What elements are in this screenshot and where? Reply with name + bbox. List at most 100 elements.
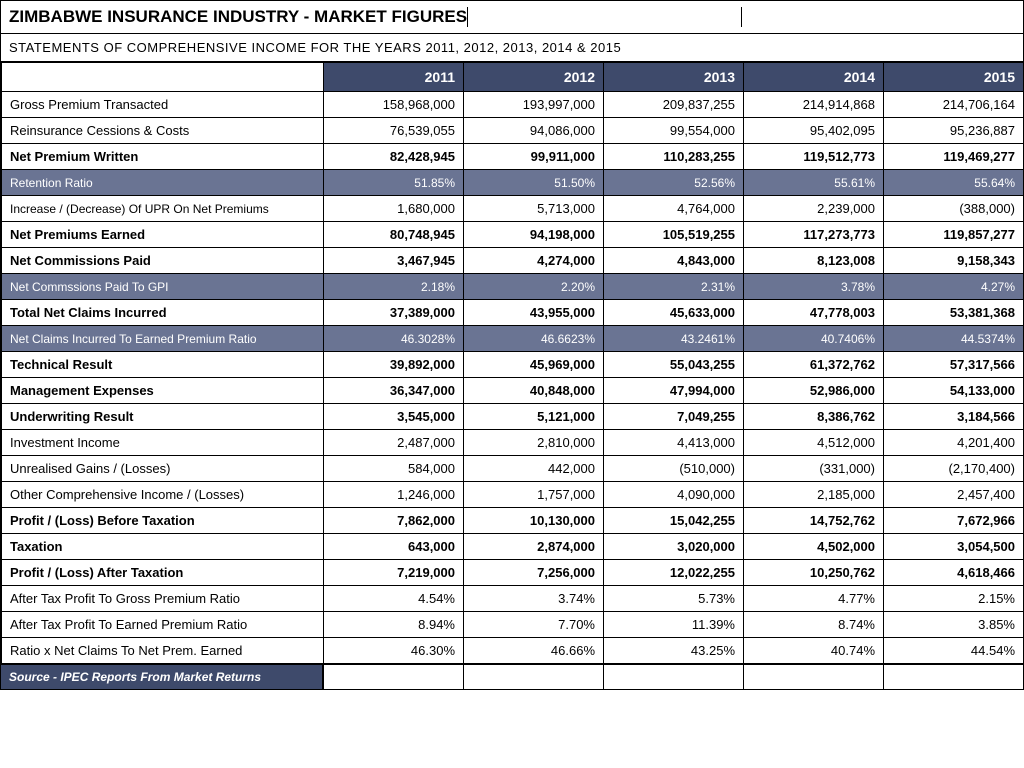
table-row: Unrealised Gains / (Losses)584,000442,00… — [2, 456, 1024, 482]
row-value: 55.64% — [884, 170, 1024, 196]
table-row: Ratio x Net Claims To Net Prem. Earned46… — [2, 638, 1024, 664]
table-row: Net Claims Incurred To Earned Premium Ra… — [2, 326, 1024, 352]
row-value: 10,250,762 — [744, 560, 884, 586]
row-label: Unrealised Gains / (Losses) — [2, 456, 324, 482]
table-row: Gross Premium Transacted158,968,000193,9… — [2, 92, 1024, 118]
row-value: 2,185,000 — [744, 482, 884, 508]
row-value: 2,810,000 — [464, 430, 604, 456]
row-value: (388,000) — [884, 196, 1024, 222]
header-blank — [2, 63, 324, 92]
table-row: Management Expenses36,347,00040,848,0004… — [2, 378, 1024, 404]
row-value: 8.94% — [324, 612, 464, 638]
row-label: Profit / (Loss) Before Taxation — [2, 508, 324, 534]
row-value: 40.7406% — [744, 326, 884, 352]
row-value: 10,130,000 — [464, 508, 604, 534]
row-value: 1,757,000 — [464, 482, 604, 508]
row-value: 43.2461% — [604, 326, 744, 352]
row-value: 5.73% — [604, 586, 744, 612]
row-label: Gross Premium Transacted — [2, 92, 324, 118]
row-value: 94,198,000 — [464, 222, 604, 248]
row-value: 105,519,255 — [604, 222, 744, 248]
row-label: Retention Ratio — [2, 170, 324, 196]
row-value: 4,502,000 — [744, 534, 884, 560]
row-value: 193,997,000 — [464, 92, 604, 118]
row-value: 584,000 — [324, 456, 464, 482]
row-value: 3,054,500 — [884, 534, 1024, 560]
table-row: After Tax Profit To Gross Premium Ratio 4… — [2, 586, 1024, 612]
table-row: Investment Income2,487,0002,810,0004,413… — [2, 430, 1024, 456]
row-value: 40.74% — [744, 638, 884, 664]
row-value: 44.54% — [884, 638, 1024, 664]
row-value: 119,469,277 — [884, 144, 1024, 170]
row-value: 51.50% — [464, 170, 604, 196]
row-value: 2.18% — [324, 274, 464, 300]
year-header: 2013 — [604, 63, 744, 92]
row-value: 76,539,055 — [324, 118, 464, 144]
table-row: Total Net Claims Incurred37,389,00043,95… — [2, 300, 1024, 326]
row-value: 4,201,400 — [884, 430, 1024, 456]
row-value: 4,764,000 — [604, 196, 744, 222]
row-value: 2.20% — [464, 274, 604, 300]
row-value: 4,843,000 — [604, 248, 744, 274]
financial-table: 2011 2012 2013 2014 2015 Gross Premium T… — [1, 62, 1024, 664]
row-value: 57,317,566 — [884, 352, 1024, 378]
row-value: 3,545,000 — [324, 404, 464, 430]
row-value: 7,672,966 — [884, 508, 1024, 534]
row-value: 46.30% — [324, 638, 464, 664]
row-value: (2,170,400) — [884, 456, 1024, 482]
row-value: 45,969,000 — [464, 352, 604, 378]
row-value: 8.74% — [744, 612, 884, 638]
row-value: 4,413,000 — [604, 430, 744, 456]
row-value: 55.61% — [744, 170, 884, 196]
row-value: 55,043,255 — [604, 352, 744, 378]
year-header: 2011 — [324, 63, 464, 92]
row-value: 8,123,008 — [744, 248, 884, 274]
table-row: Technical Result39,892,00045,969,00055,0… — [2, 352, 1024, 378]
row-value: 5,121,000 — [464, 404, 604, 430]
row-value: 40,848,000 — [464, 378, 604, 404]
row-value: 46.3028% — [324, 326, 464, 352]
table-row: Underwriting Result3,545,0005,121,0007,0… — [2, 404, 1024, 430]
table-row: After Tax Profit To Earned Premium Ratio… — [2, 612, 1024, 638]
row-label: Profit / (Loss) After Taxation — [2, 560, 324, 586]
row-value: 4.77% — [744, 586, 884, 612]
row-value: 3.74% — [464, 586, 604, 612]
report-subtitle: STATEMENTS OF COMPREHENSIVE INCOME FOR T… — [1, 34, 1023, 62]
row-value: 1,246,000 — [324, 482, 464, 508]
row-value: 99,911,000 — [464, 144, 604, 170]
table-body: Gross Premium Transacted158,968,000193,9… — [2, 92, 1024, 664]
row-value: 43.25% — [604, 638, 744, 664]
row-value: 8,386,762 — [744, 404, 884, 430]
row-value: 52.56% — [604, 170, 744, 196]
row-value: 2,874,000 — [464, 534, 604, 560]
row-value: 43,955,000 — [464, 300, 604, 326]
row-value: 54,133,000 — [884, 378, 1024, 404]
row-value: 11.39% — [604, 612, 744, 638]
table-row: Profit / (Loss) After Taxation7,219,0007… — [2, 560, 1024, 586]
row-value: 3,184,566 — [884, 404, 1024, 430]
row-value: 2.31% — [604, 274, 744, 300]
row-value: 1,680,000 — [324, 196, 464, 222]
row-value: 82,428,945 — [324, 144, 464, 170]
year-header-row: 2011 2012 2013 2014 2015 — [2, 63, 1024, 92]
row-label: Management Expenses — [2, 378, 324, 404]
row-label: After Tax Profit To Gross Premium Ratio — [2, 586, 324, 612]
row-value: 2,457,400 — [884, 482, 1024, 508]
row-value: 3.85% — [884, 612, 1024, 638]
row-value: 5,713,000 — [464, 196, 604, 222]
row-value: 53,381,368 — [884, 300, 1024, 326]
row-value: 119,512,773 — [744, 144, 884, 170]
row-value: 7,256,000 — [464, 560, 604, 586]
table-row: Taxation643,0002,874,0003,020,0004,502,0… — [2, 534, 1024, 560]
row-value: 95,236,887 — [884, 118, 1024, 144]
year-header: 2015 — [884, 63, 1024, 92]
row-value: 3,020,000 — [604, 534, 744, 560]
row-label: Net Premiums Earned — [2, 222, 324, 248]
row-value: 36,347,000 — [324, 378, 464, 404]
row-label: Ratio x Net Claims To Net Prem. Earned — [2, 638, 324, 664]
row-label: Net Premium Written — [2, 144, 324, 170]
row-value: 80,748,945 — [324, 222, 464, 248]
row-value: 46.6623% — [464, 326, 604, 352]
row-value: 47,778,003 — [744, 300, 884, 326]
year-header: 2014 — [744, 63, 884, 92]
